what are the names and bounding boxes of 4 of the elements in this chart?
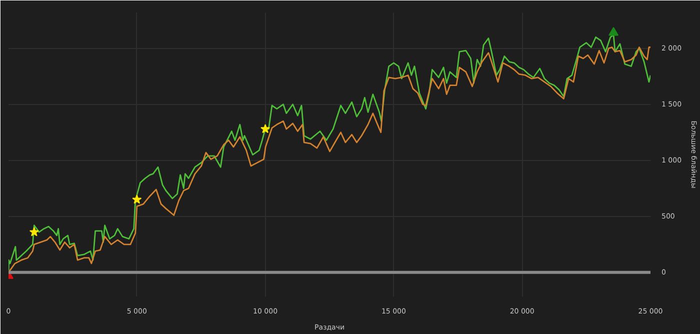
point	[608, 26, 619, 36]
point	[29, 227, 39, 236]
point	[132, 194, 142, 204]
point	[260, 124, 270, 134]
